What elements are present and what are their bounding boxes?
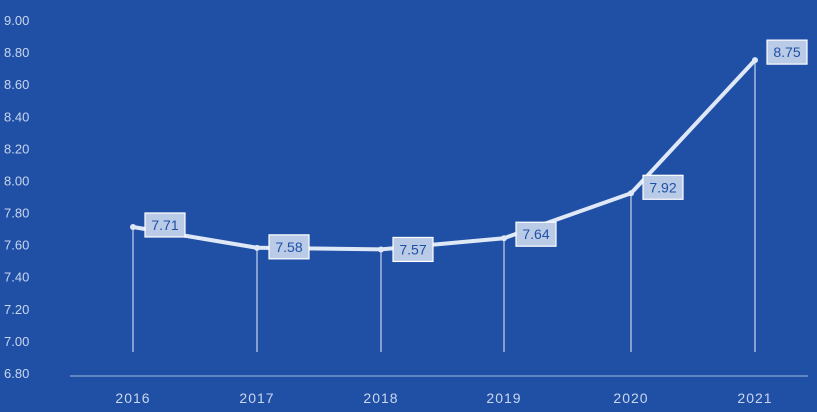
x-tick-label: 2018: [363, 390, 398, 406]
data-label-box: [144, 212, 186, 238]
series-line: [131, 58, 757, 252]
data-label-box: [515, 221, 557, 247]
data-label: 7.64: [522, 226, 549, 242]
data-label-box: [766, 39, 808, 65]
y-tick-label: 8.20: [4, 141, 29, 156]
data-label: 7.71: [151, 217, 178, 233]
data-label: 7.92: [649, 179, 676, 195]
x-tick-label: 2016: [115, 390, 150, 406]
y-tick-label: 6.80: [4, 366, 29, 381]
data-label-box: [642, 174, 684, 200]
data-label-box: [392, 236, 434, 263]
data-label: 8.75: [773, 44, 800, 60]
data-point: [501, 235, 507, 242]
data-point: [378, 246, 384, 253]
y-tick-label: 9.00: [4, 13, 29, 28]
y-tick-label: 7.80: [4, 206, 29, 221]
x-tick-label: 2017: [239, 390, 274, 406]
y-tick-label: 7.20: [4, 302, 29, 317]
x-axis: 2016 2017 2018 2019 2020 2021: [70, 375, 808, 406]
x-tick-label: 2021: [737, 390, 772, 406]
data-labels: 7.71 7.58 7.57 7.64 7.92 8.75: [144, 39, 808, 263]
y-tick-label: 7.40: [4, 270, 29, 285]
y-tick-label: 8.60: [4, 77, 29, 92]
data-label-box: [268, 234, 310, 260]
data-label: 7.57: [399, 241, 426, 257]
data-label: 7.58: [275, 239, 302, 255]
data-point: [628, 190, 634, 197]
data-point: [254, 244, 260, 251]
y-tick-label: 8.00: [4, 173, 29, 188]
y-tick-label: 8.80: [4, 45, 29, 60]
y-axis: 6.80 7.00 7.20 7.40 7.60 7.80 8.00 8.20 8.40 8.60…: [4, 13, 29, 381]
y-tick-label: 7.00: [4, 334, 29, 349]
data-point: [130, 223, 136, 230]
data-point: [752, 57, 758, 64]
drop-lines: [132, 60, 756, 352]
y-tick-label: 8.40: [4, 109, 29, 124]
series-line-group: [130, 57, 758, 253]
y-tick-label: 7.60: [4, 238, 29, 253]
x-tick-label: 2019: [486, 390, 521, 406]
x-tick-label: 2020: [613, 390, 648, 406]
